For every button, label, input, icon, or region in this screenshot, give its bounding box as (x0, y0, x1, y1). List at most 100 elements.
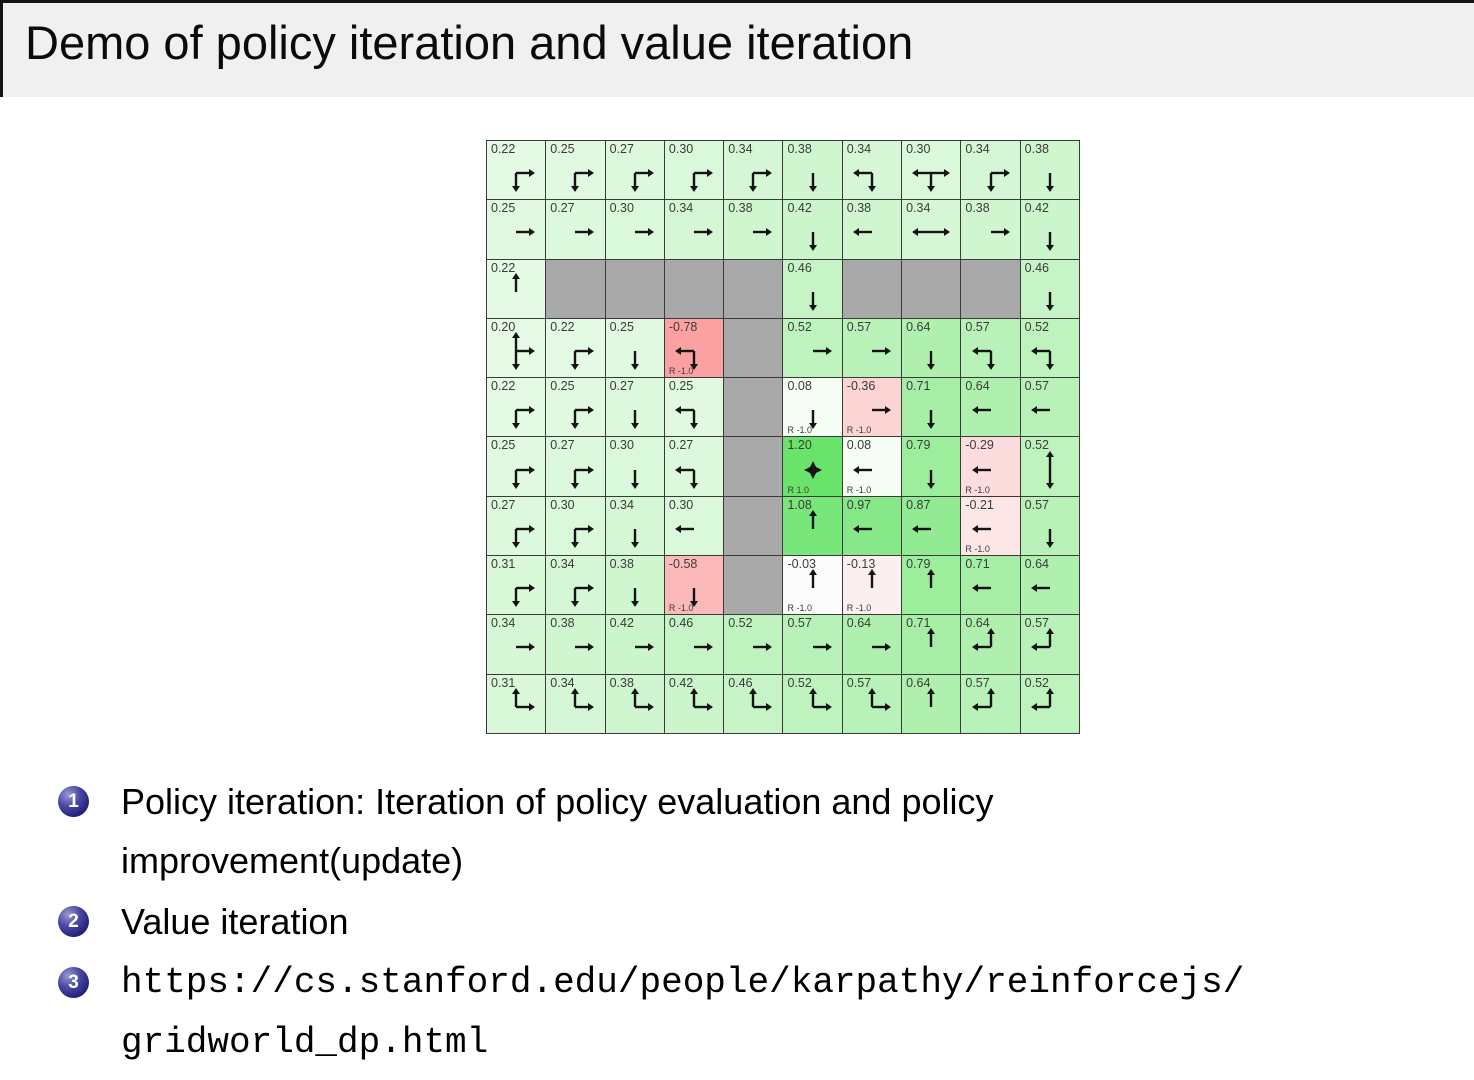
policy-arrow-down-right-icon (630, 169, 654, 193)
state-value: 0.87 (906, 497, 931, 512)
policy-arrow-up-icon (808, 509, 817, 529)
grid-cell: 0.57 (961, 674, 1021, 734)
policy-arrow-down-icon (808, 410, 817, 430)
wall-cell (961, 259, 1021, 319)
reward-label: R -1.0 (668, 366, 694, 377)
state-value: 0.71 (906, 616, 931, 631)
policy-arrow-left-icon (971, 406, 991, 415)
state-value: 0.64 (965, 616, 990, 631)
state-value: 0.30 (550, 497, 575, 512)
item-number-badge: 3 (58, 967, 89, 999)
grid-cell: 0.27 (605, 141, 665, 201)
grid-cell: 0.64 (902, 318, 962, 379)
policy-arrow-up-left-icon (971, 687, 995, 711)
grid-cell: 0.46 (724, 674, 784, 734)
grid-cell: 0.34 (961, 141, 1021, 201)
grid-cell: 0.38 (546, 615, 606, 675)
policy-arrow-left-icon (971, 524, 991, 533)
grid-cell: 0.71 (902, 615, 962, 675)
grid-cell: 0.27 (664, 437, 725, 497)
policy-arrow-right-icon (634, 228, 654, 237)
grid-cell: 0.38 (961, 200, 1021, 260)
grid-cell: 0.42 (605, 615, 665, 675)
state-value: 0.52 (1024, 319, 1050, 334)
state-value: -0.13 (846, 557, 876, 572)
reward-label: R -1.0 (668, 603, 694, 614)
grid-cell: 0.31 (487, 556, 547, 616)
grid-cell: 0.71 (961, 556, 1021, 616)
state-value: 0.71 (965, 557, 990, 572)
grid-cell: 0.57 (1020, 615, 1080, 675)
grid-cell: 0.64 (842, 615, 903, 675)
item-url-text[interactable]: https://cs.stanford.edu/people/karpathy/… (121, 962, 1245, 1063)
grid-cell: 0.46 (1020, 259, 1080, 319)
list-item: 2 Value iteration (58, 892, 1458, 951)
page-title: Demo of policy iteration and value itera… (25, 16, 914, 69)
state-value: -0.36 (846, 379, 876, 394)
policy-arrow-down-right-icon (571, 584, 595, 608)
policy-arrow-left-icon (971, 465, 991, 474)
state-value: 0.08 (846, 438, 872, 453)
grid-cell: 0.57 (1020, 378, 1080, 438)
grid-cell: -0.36 R -1.0 (842, 378, 903, 438)
grid-cell: 0.71 (902, 378, 962, 438)
state-value: 0.34 (846, 142, 872, 156)
state-value: 0.30 (668, 497, 694, 512)
wall-cell (724, 259, 784, 319)
policy-arrow-up-right-icon (512, 687, 536, 711)
policy-arrow-right-icon (871, 346, 891, 355)
policy-arrow-right-icon (812, 346, 832, 355)
policy-arrow-down-icon (927, 410, 936, 430)
reward-label: R -1.0 (846, 484, 872, 495)
grid-cell: -0.58 R -1.0 (664, 556, 725, 616)
state-value: 0.42 (1024, 201, 1050, 216)
policy-arrow-down-icon (1045, 291, 1054, 311)
grid-cell: 0.27 (487, 496, 547, 557)
grid-cell: 0.30 (664, 141, 725, 201)
policy-arrow-down-icon (630, 588, 639, 608)
state-value: 0.25 (609, 319, 634, 334)
state-value: 0.42 (609, 616, 634, 631)
policy-arrow-left-right-icon (912, 228, 951, 237)
state-value: 0.46 (787, 260, 812, 275)
state-value: 0.97 (846, 497, 872, 512)
state-value: 0.31 (491, 675, 516, 690)
grid-cell: 0.42 (783, 200, 843, 260)
policy-arrow-left-icon (1030, 584, 1050, 593)
state-value: -0.58 (668, 557, 698, 572)
reward-label: R -1.0 (846, 603, 872, 614)
state-value: 0.64 (965, 379, 990, 394)
state-value: 0.25 (491, 201, 516, 216)
policy-arrow-down-right-icon (571, 406, 595, 430)
grid-cell: 0.52 (1020, 437, 1080, 497)
policy-arrow-left-down-icon (675, 465, 699, 489)
policy-arrow-up-right-icon (571, 687, 595, 711)
reward-label: R -1.0 (965, 484, 990, 495)
grid-cell: 0.31 (487, 674, 547, 734)
item-number-badge: 2 (58, 906, 89, 938)
grid-cell: -0.21 R -1.0 (961, 496, 1021, 557)
grid-cell: 0.34 (902, 200, 962, 260)
enumerated-list: 1 Policy iteration: Iteration of policy e… (58, 772, 1458, 1075)
policy-arrow-down-right-icon (571, 169, 595, 193)
policy-arrow-right-icon (575, 643, 595, 652)
reward-label: R -1.0 (846, 425, 872, 436)
wall-cell (724, 378, 784, 438)
grid-cell: 0.25 (546, 378, 606, 438)
grid-cell: 0.25 (664, 378, 725, 438)
state-value: -0.29 (965, 438, 994, 453)
state-value: 0.34 (609, 497, 634, 512)
item-number-badge: 1 (58, 786, 89, 817)
grid-cell: 0.64 (961, 378, 1021, 438)
state-value: 0.71 (906, 379, 931, 394)
state-value: 0.27 (550, 438, 575, 453)
grid-cell: 0.30 (605, 200, 665, 260)
grid-cell: 0.57 (783, 615, 843, 675)
state-value: -0.03 (787, 557, 816, 572)
state-value: 0.22 (491, 379, 516, 394)
policy-arrow-down-right-icon (749, 169, 773, 193)
grid-cell: 0.52 (1020, 674, 1080, 734)
policy-arrow-right-icon (516, 643, 536, 652)
grid-cell: 0.27 (546, 200, 606, 260)
policy-arrow-left-icon (971, 584, 991, 593)
